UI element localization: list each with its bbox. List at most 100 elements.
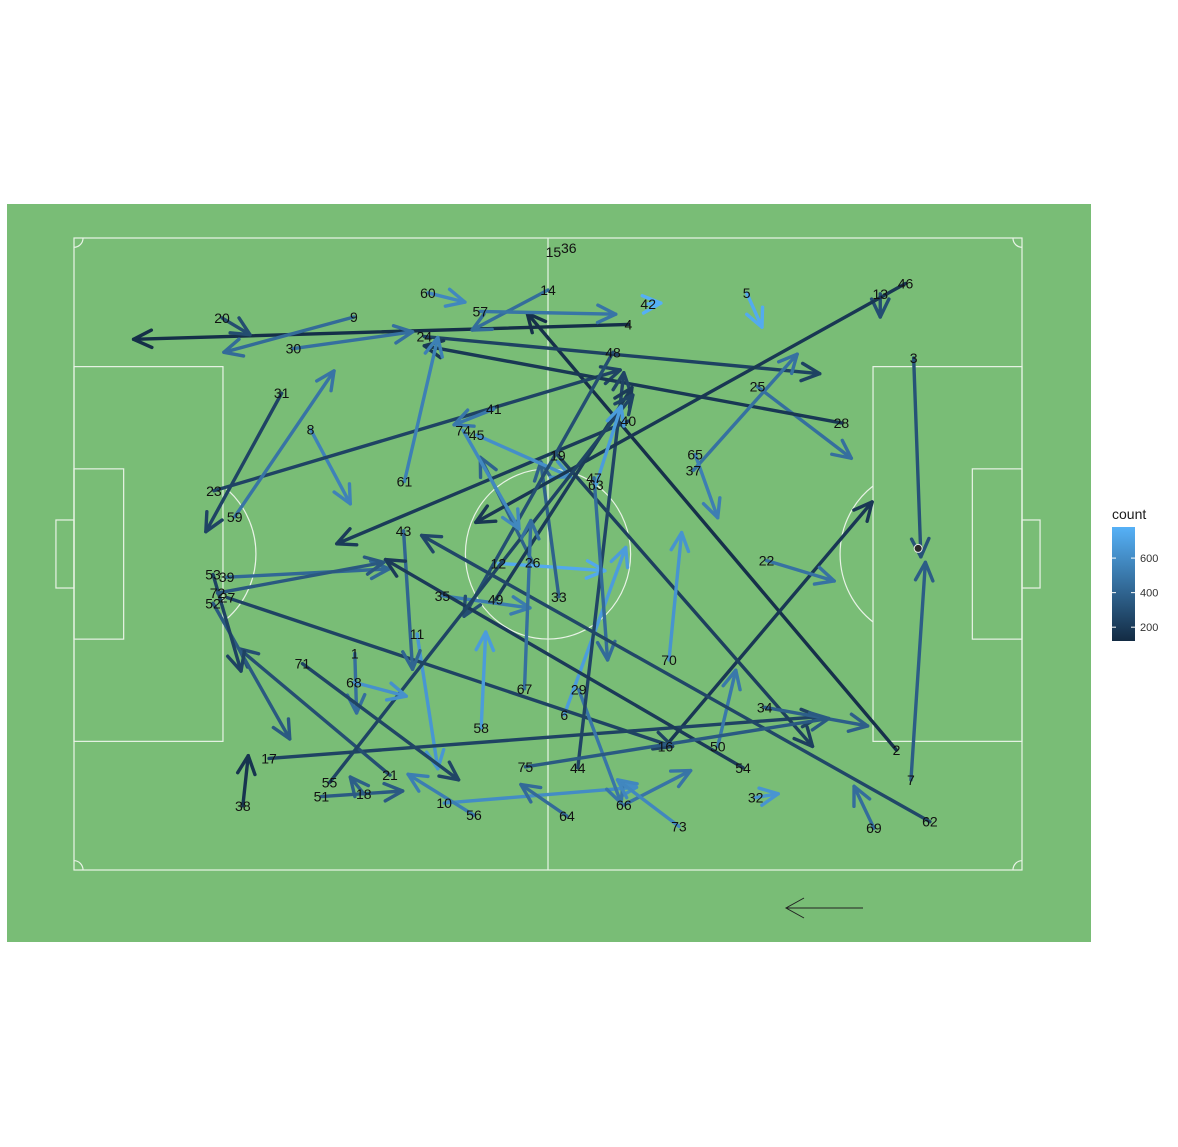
pass-line <box>556 453 815 749</box>
pass-arrowhead <box>757 786 780 807</box>
pass-label-73: 73 <box>671 818 687 834</box>
pass-line <box>426 291 467 304</box>
pass-line <box>442 785 639 805</box>
pass-arrowhead <box>437 760 461 782</box>
pass-arrowhead <box>913 560 935 583</box>
pass-label-74: 74 <box>455 422 471 438</box>
pass-arrow-66 <box>622 768 693 807</box>
pass-label-69: 69 <box>866 820 882 836</box>
pass-line <box>691 352 799 473</box>
pass-arrowhead <box>807 711 831 732</box>
pass-arrowhead <box>509 595 532 616</box>
pass-label-72: 72 <box>210 585 226 601</box>
pass-arrowhead <box>235 753 257 777</box>
pass-label-52: 52 <box>205 595 221 611</box>
pass-arrowhead <box>382 781 405 803</box>
pass-line <box>592 476 610 662</box>
pass-arrow-8 <box>308 427 352 506</box>
pass-arrowhead <box>384 681 408 702</box>
pass-arrowhead <box>383 557 408 578</box>
pass-arrow-43 <box>401 529 422 671</box>
pass-line <box>440 594 532 610</box>
pass-line <box>233 369 336 519</box>
pass-arrow-70 <box>667 530 691 662</box>
pass-line <box>222 315 356 355</box>
pass-arrowhead <box>222 337 246 358</box>
pass-arrow-53 <box>211 572 247 673</box>
pass-arrowhead <box>271 717 292 741</box>
pass-label-6: 6 <box>560 707 568 723</box>
pass-label-71: 71 <box>295 656 311 672</box>
pass-arrow-65 <box>693 452 722 520</box>
pass-line <box>335 419 631 546</box>
pass-line <box>211 572 243 673</box>
pass-arrowhead <box>852 784 872 809</box>
corner-arc <box>73 860 84 871</box>
pass-arrow-51 <box>319 781 405 803</box>
pass-label-55: 55 <box>322 775 338 791</box>
pass-label-48: 48 <box>605 344 621 360</box>
pass-arrow-37 <box>691 352 799 473</box>
pass-arrow-20 <box>220 316 252 337</box>
pass-label-35: 35 <box>435 588 451 604</box>
pass-label-17: 17 <box>261 750 277 766</box>
pass-arrow-14 <box>470 288 550 332</box>
pass-label-23: 23 <box>206 483 222 499</box>
pass-arrow-31 <box>204 391 284 534</box>
pass-line <box>419 533 932 824</box>
pass-arrowhead <box>668 768 693 789</box>
pass-label-22: 22 <box>759 553 775 569</box>
pass-line <box>225 595 675 749</box>
pass-label-18: 18 <box>356 786 372 802</box>
pass-label-68: 68 <box>346 674 362 690</box>
pass-arrow-73 <box>615 778 681 829</box>
corner-arc <box>73 237 84 248</box>
pass-arrow-74 <box>461 428 521 531</box>
pass-arrowhead <box>651 730 675 751</box>
pass-arrowhead <box>701 496 722 520</box>
pass-arrow-41 <box>452 407 496 428</box>
pass-arrow-35 <box>440 594 532 616</box>
pass-arrows <box>131 281 935 830</box>
pass-label-14: 14 <box>540 282 556 298</box>
pass-arrowhead <box>812 565 836 586</box>
pass-arrow-72 <box>215 555 386 595</box>
pass-arrowhead <box>613 393 635 417</box>
pass-arrowhead <box>519 782 543 804</box>
pass-arrow-69 <box>852 784 876 830</box>
pass-line <box>402 335 440 484</box>
pass-line <box>452 407 496 427</box>
pass-arrow-75 <box>523 711 831 769</box>
pass-line <box>594 404 623 487</box>
pass-label-44: 44 <box>570 760 586 776</box>
pass-arrowhead <box>225 649 247 673</box>
pass-label-5: 5 <box>743 285 751 301</box>
legend-title: count <box>1112 506 1146 522</box>
pass-line <box>383 557 745 770</box>
legend-tick-label: 600 <box>1140 553 1158 565</box>
pass-line <box>470 288 550 332</box>
pass-arrow-18 <box>348 775 371 799</box>
pass-line <box>461 428 521 531</box>
pass-line <box>406 772 476 817</box>
pass-arrowhead <box>799 361 822 383</box>
pass-arrowhead <box>830 438 854 460</box>
pass-label-25: 25 <box>750 379 766 395</box>
pass-arrowhead <box>348 775 371 799</box>
pass-line <box>764 558 836 583</box>
pass-label-66: 66 <box>616 797 632 813</box>
pass-label-50: 50 <box>710 738 726 754</box>
pass-arrow-40 <box>335 419 631 547</box>
pass-label-26: 26 <box>525 554 541 570</box>
pass-label-10: 10 <box>436 795 452 811</box>
pass-line <box>479 630 488 730</box>
pass-label-24: 24 <box>417 329 433 345</box>
pass-label-67: 67 <box>517 681 533 697</box>
pass-line <box>474 281 908 525</box>
pass-label-13: 13 <box>872 286 888 302</box>
pass-arrowhead <box>584 559 607 580</box>
pass-arrowhead <box>423 335 444 359</box>
pass-label-21: 21 <box>382 767 398 783</box>
pass-arrowhead <box>391 324 415 345</box>
pass-line <box>525 311 899 752</box>
